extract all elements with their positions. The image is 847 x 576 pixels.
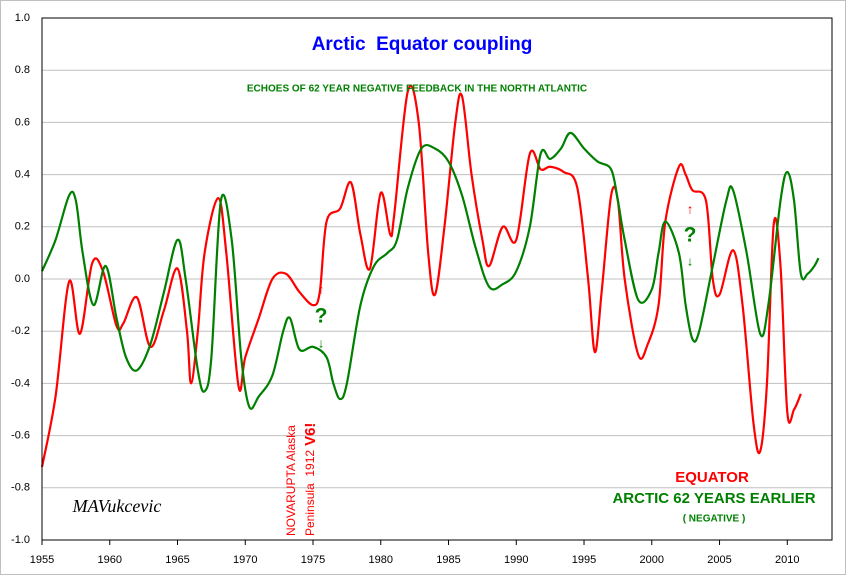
annotation: Peninsula 1912 V6! xyxy=(302,423,319,536)
lines xyxy=(40,84,820,468)
annotation: ↑ xyxy=(687,201,694,216)
y-tick-label: 1.0 xyxy=(15,12,30,24)
x-tick-label: 1985 xyxy=(436,554,460,566)
y-tick-label: -0.2 xyxy=(11,325,30,337)
y-tick-label: -0.4 xyxy=(11,377,30,389)
x-tick-label: 1980 xyxy=(369,554,393,566)
chart-subtitle: ECHOES OF 62 YEAR NEGATIVE FEEDBACK IN T… xyxy=(247,84,587,95)
x-tick-label: 1970 xyxy=(233,554,257,566)
x-tick-label: 1975 xyxy=(301,554,325,566)
annotation: ↓ xyxy=(318,335,325,350)
y-tick-label: -0.8 xyxy=(11,482,30,494)
y-tick-label: 0.0 xyxy=(15,273,30,285)
plot-frame xyxy=(41,17,833,541)
x-tick-label: 2010 xyxy=(775,554,799,566)
x-tick-label: 1960 xyxy=(98,554,122,566)
x-tick-label: 1955 xyxy=(30,554,54,566)
y-tick-label: 0.6 xyxy=(15,116,30,128)
annotation: V6! xyxy=(302,423,319,446)
signature: MAVukcevic xyxy=(72,496,162,516)
y-tick-label: 0.4 xyxy=(15,169,30,181)
annotation: NOVARUPTA Alaska xyxy=(284,425,298,536)
y-tick-label: 0.2 xyxy=(15,221,30,233)
series-line xyxy=(40,84,802,468)
legend-label: EQUATOR xyxy=(675,469,749,486)
series-line xyxy=(40,131,820,410)
legend: EQUATOR ARCTIC 62 YEARS EARLIER xyxy=(612,469,815,507)
y-tick-label: -1.0 xyxy=(11,534,30,546)
annotation: ↓ xyxy=(687,253,694,268)
x-tick-label: 1965 xyxy=(165,554,189,566)
x-tick-label: 2000 xyxy=(640,554,664,566)
annotation: ↑ xyxy=(318,281,325,296)
x-tick-label: 1990 xyxy=(504,554,528,566)
x-tick-label: 1995 xyxy=(572,554,596,566)
annotation: ( NEGATIVE ) xyxy=(683,514,746,525)
legend-label: ARCTIC 62 YEARS EARLIER xyxy=(612,490,815,507)
annotation: ? xyxy=(684,224,697,247)
chart-title: Arctic Equator coupling xyxy=(312,34,533,55)
annotation: ? xyxy=(315,305,328,328)
annotation: Peninsula 1912 xyxy=(303,450,317,536)
y-tick-label: 0.8 xyxy=(15,64,30,76)
y-tick-label: -0.6 xyxy=(11,430,30,442)
x-tick-label: 2005 xyxy=(707,554,731,566)
